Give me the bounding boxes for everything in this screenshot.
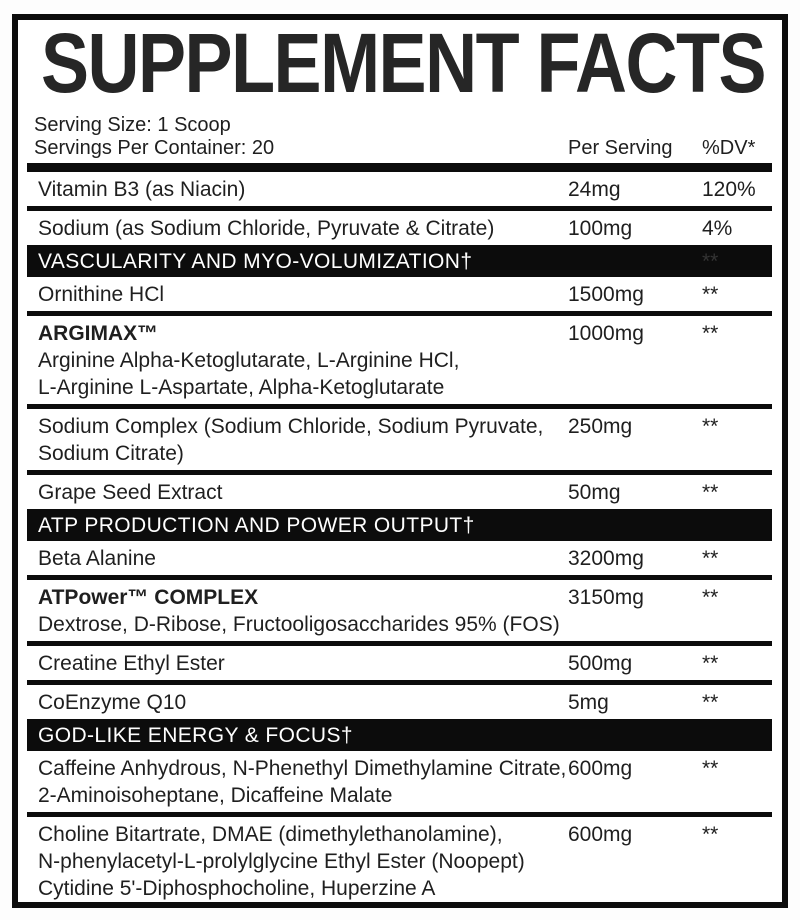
ingredient-subline: L-Arginine L-Aspartate, Alpha-Ketoglutar… (38, 376, 445, 399)
ingredient-row: Caffeine Anhydrous, N-Phenethyl Dimethyl… (27, 751, 772, 817)
section-header: VASCULARITY AND MYO-VOLUMIZATION† ** (27, 245, 772, 277)
ingredient-name: Choline Bitartrate, DMAE (dimethylethano… (38, 823, 503, 846)
ingredient-amount: 3200mg (568, 547, 644, 570)
header-divider (27, 163, 772, 172)
section-header: ATP PRODUCTION AND POWER OUTPUT† (27, 509, 772, 541)
serving-info: Serving Size: 1 Scoop Servings Per Conta… (27, 114, 772, 160)
ingredient-subline: Arginine Alpha-Ketoglutarate, L-Arginine… (38, 349, 460, 372)
ingredient-name: Grape Seed Extract (38, 481, 223, 504)
ingredient-name: Beta Alanine (38, 547, 156, 570)
ingredient-name-cell: CoEnzyme Q10 (27, 689, 568, 716)
section-header-label: VASCULARITY AND MYO-VOLUMIZATION† (38, 250, 473, 273)
ingredient-dv: ** (702, 823, 719, 846)
ingredient-name: Sodium Complex (Sodium Chloride, Sodium … (38, 415, 544, 438)
ingredient-name: ATPower™ COMPLEX (38, 586, 259, 609)
section-header: GOD-LIKE ENERGY & FOCUS† (27, 719, 772, 751)
ingredient-name-cell: Beta Alanine (27, 545, 568, 572)
ingredient-name-cell: Choline Bitartrate, DMAE (dimethylethano… (27, 821, 568, 902)
ingredient-name-cell: Sodium (as Sodium Chloride, Pyruvate & C… (27, 215, 568, 242)
ingredient-row: CoEnzyme Q10 5mg ** (27, 685, 772, 719)
section-ghost-dv: ** (702, 250, 719, 273)
ingredient-row: Vitamin B3 (as Niacin) 24mg 120% (27, 172, 772, 211)
ingredient-name: Vitamin B3 (as Niacin) (38, 178, 246, 201)
ingredient-dv: 120% (702, 178, 756, 201)
ingredient-name-cell: Grape Seed Extract (27, 479, 568, 506)
ingredient-subline: N-phenylacetyl-L-prolylglycine Ethyl Est… (38, 850, 525, 873)
ingredient-name-cell: Ornithine HCl (27, 281, 568, 308)
ingredient-name: Ornithine HCl (38, 283, 165, 306)
ingredient-name: CoEnzyme Q10 (38, 691, 187, 714)
ingredient-subline: Dextrose, D-Ribose, Fructooligosaccharid… (38, 613, 560, 636)
ingredient-amount: 500mg (568, 652, 633, 675)
ingredient-row: Creatine Ethyl Ester 500mg ** (27, 646, 772, 685)
ingredient-dv: ** (702, 691, 719, 714)
column-header-per-serving: Per Serving (568, 137, 673, 159)
ingredient-subline: 2-Aminoisoheptane, Dicaffeine Malate (38, 784, 393, 807)
ingredient-row: Ornithine HCl 1500mg ** (27, 277, 772, 316)
ingredient-row: Choline Bitartrate, DMAE (dimethylethano… (27, 817, 772, 914)
ingredient-amount: 50mg (568, 481, 621, 504)
ingredient-row: ARGIMAX™ Arginine Alpha-Ketoglutarate, L-… (27, 316, 772, 409)
ingredient-row: Grape Seed Extract 50mg ** (27, 475, 772, 509)
ingredient-dv: 4% (702, 217, 733, 240)
ingredient-dv: ** (702, 547, 719, 570)
ingredient-name: Creatine Ethyl Ester (38, 652, 225, 675)
section-header-label: GOD-LIKE ENERGY & FOCUS† (38, 724, 353, 747)
ingredient-row: Sodium (as Sodium Chloride, Pyruvate & C… (27, 211, 772, 245)
ingredient-row: ATPower™ COMPLEX Dextrose, D-Ribose, Fruc… (27, 580, 772, 646)
ingredient-name-cell: Sodium Complex (Sodium Chloride, Sodium … (27, 413, 568, 467)
ingredient-amount: 1000mg (568, 322, 644, 345)
ingredient-dv: ** (702, 652, 719, 675)
ingredient-amount: 3150mg (568, 586, 644, 609)
ingredient-subline: Sodium Citrate) (38, 442, 184, 465)
ingredient-dv: ** (702, 322, 719, 345)
ingredient-dv: ** (702, 283, 719, 306)
supplement-facts-panel: SUPPLEMENT FACTS Serving Size: 1 Scoop S… (12, 14, 788, 908)
ingredient-amount: 600mg (568, 823, 633, 846)
panel-title: SUPPLEMENT FACTS (41, 17, 767, 111)
column-header-dv: %DV* (702, 137, 756, 159)
ingredient-dv: ** (702, 481, 719, 504)
ingredient-amount: 24mg (568, 178, 621, 201)
ingredient-name-cell: Caffeine Anhydrous, N-Phenethyl Dimethyl… (27, 755, 568, 809)
ingredient-row: Sodium Complex (Sodium Chloride, Sodium … (27, 409, 772, 475)
ingredient-name-cell: ATPower™ COMPLEX Dextrose, D-Ribose, Fruc… (27, 584, 568, 638)
servings-per-container-text: Servings Per Container: 20 (34, 137, 275, 159)
ingredient-amount: 600mg (568, 757, 633, 780)
ingredient-amount: 100mg (568, 217, 633, 240)
ingredient-name-cell: Vitamin B3 (as Niacin) (27, 176, 568, 203)
ingredient-amount: 5mg (568, 691, 609, 714)
panel-title-area: SUPPLEMENT FACTS (27, 22, 772, 112)
serving-size-text: Serving Size: 1 Scoop (34, 114, 231, 136)
ingredient-dv: ** (702, 415, 719, 438)
ingredient-amount: 250mg (568, 415, 633, 438)
ingredient-amount: 1500mg (568, 283, 644, 306)
ingredient-name-cell: Creatine Ethyl Ester (27, 650, 568, 677)
ingredient-dv: ** (702, 757, 719, 780)
ingredient-dv: ** (702, 586, 719, 609)
ingredient-subline: Cytidine 5'-Diphosphocholine, Huperzine … (38, 877, 436, 900)
ingredient-row: Beta Alanine 3200mg ** (27, 541, 772, 580)
ingredient-table: Vitamin B3 (as Niacin) 24mg 120% Sodium (as… (27, 172, 772, 914)
ingredient-name-cell: ARGIMAX™ Arginine Alpha-Ketoglutarate, L-… (27, 320, 568, 401)
ingredient-name: ARGIMAX™ (38, 322, 159, 345)
ingredient-name: Sodium (as Sodium Chloride, Pyruvate & C… (38, 217, 495, 240)
serving-info-left: Serving Size: 1 Scoop Servings Per Conta… (27, 114, 568, 160)
ingredient-name: Caffeine Anhydrous, N-Phenethyl Dimethyl… (38, 757, 567, 780)
section-header-label: ATP PRODUCTION AND POWER OUTPUT† (38, 514, 475, 537)
